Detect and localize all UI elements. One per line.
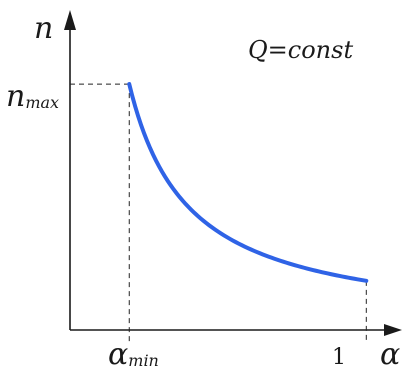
x-axis-arrow xyxy=(384,324,402,336)
y-axis-symbol: n xyxy=(34,11,53,46)
y-tick-n-max-base: n xyxy=(6,79,25,114)
x-tick-alpha-min-sub: min xyxy=(128,351,159,370)
x-axis-symbol: α xyxy=(380,337,400,371)
series-line-q-const xyxy=(129,84,366,281)
x-tick-alpha-min-base: α xyxy=(108,337,128,371)
annotation-q-const: Q=const xyxy=(248,36,353,64)
y-axis-arrow xyxy=(64,10,76,30)
y-tick-n-max: nmax xyxy=(6,79,59,114)
x-tick-one: 1 xyxy=(332,345,346,370)
y-tick-n-max-sub: max xyxy=(25,93,59,112)
x-tick-alpha-min: αmin xyxy=(108,337,159,371)
